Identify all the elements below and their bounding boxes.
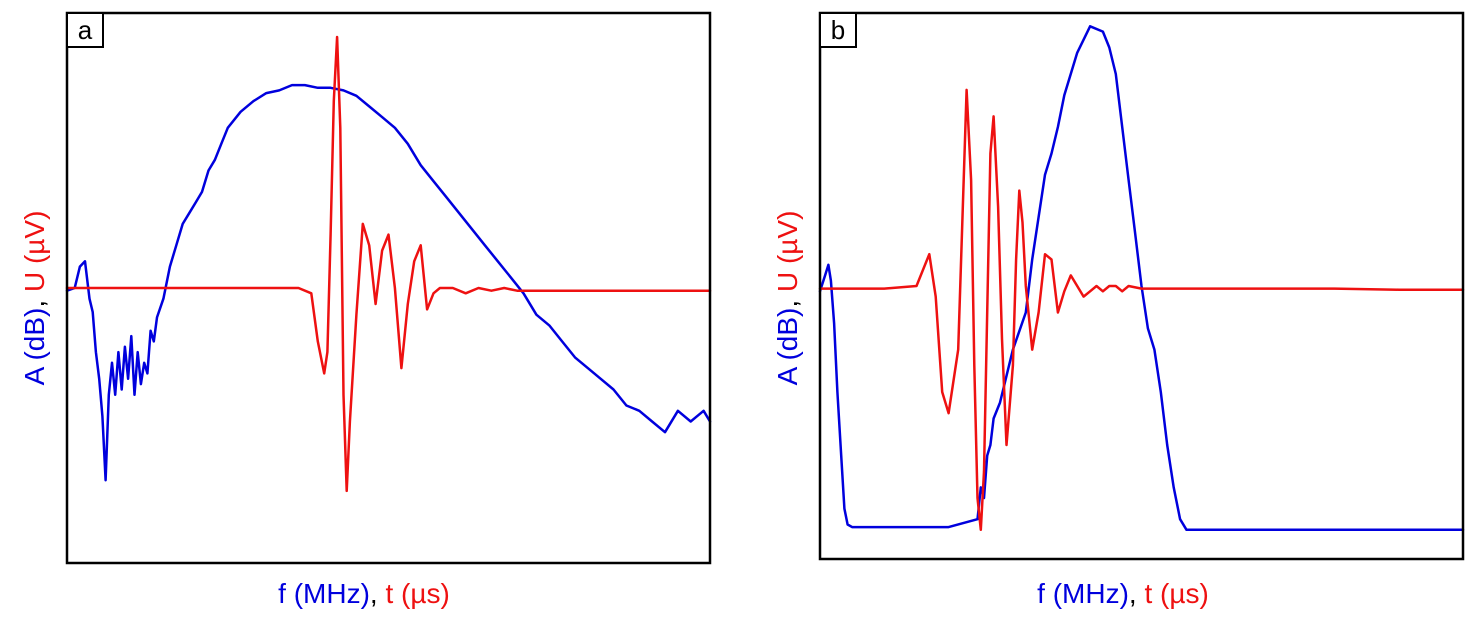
plot-frame-a [65,11,712,565]
panel-a: a f (MHz), t (µs) A (dB), U (µV) [19,11,712,609]
x-axis-label-a-part2: t (µs) [385,578,449,609]
series-layer-b [818,25,1465,532]
plot-area-b [818,11,1465,561]
y-axis-label-a-separator: , [19,292,50,308]
series-line-amplitude-a [65,83,712,482]
y-axis-label-b: A (dB), U (µV) [772,211,803,386]
series-line-amplitude-b [818,25,1465,532]
panel-label-text-a: a [78,15,93,45]
series-line-voltage-b [818,88,1465,532]
y-axis-label-b-part2: U (µV) [772,211,803,292]
y-axis-label-a-part2: U (µV) [19,211,50,292]
y-axis-label-b-separator: , [772,292,803,308]
x-axis-label-a-separator: , [370,578,386,609]
panel-label-b: b [819,12,857,48]
x-axis-label-b-part1: f (MHz) [1037,578,1129,609]
x-axis-label-a-part1: f (MHz) [278,578,370,609]
y-axis-label-a-part1: A (dB) [19,308,50,386]
panel-label-a: a [66,12,104,48]
plot-area-a [65,11,712,565]
x-axis-label-b: f (MHz), t (µs) [1037,578,1209,609]
x-axis-label-b-part2: t (µs) [1144,578,1208,609]
x-axis-label-a: f (MHz), t (µs) [278,578,450,609]
y-axis-label-a: A (dB), U (µV) [19,211,50,386]
panel-label-box-a [66,12,104,48]
y-axis-label-b-part1: A (dB) [772,308,803,386]
plot-frame-b [818,11,1465,561]
panel-label-text-b: b [831,15,845,45]
x-axis-label-b-separator: , [1129,578,1145,609]
series-layer-a [65,35,712,493]
panel-label-box-b [819,12,857,48]
panel-b: b f (MHz), t (µs) A (dB), U (µV) [772,11,1465,609]
series-line-voltage-a [65,35,712,493]
